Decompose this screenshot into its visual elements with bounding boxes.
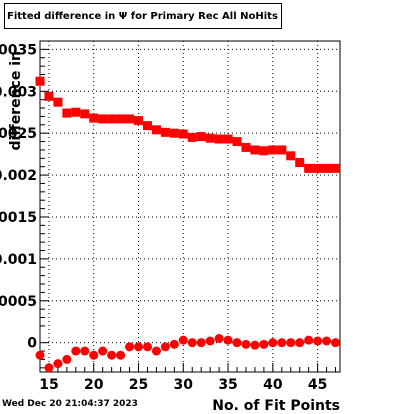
circle-marker: [178, 335, 188, 345]
square-marker: [187, 132, 197, 142]
square-marker: [277, 145, 287, 155]
circle-marker: [286, 338, 296, 348]
square-marker: [169, 128, 179, 138]
square-marker: [35, 76, 45, 86]
plot-frame: [39, 40, 341, 373]
circle-marker: [116, 350, 126, 360]
square-marker: [259, 146, 269, 156]
square-marker: [160, 127, 170, 137]
square-marker: [268, 145, 278, 155]
square-marker: [89, 113, 99, 123]
square-marker: [223, 134, 233, 144]
square-marker: [295, 158, 305, 168]
circle-marker: [250, 340, 260, 350]
circle-marker: [214, 333, 224, 343]
square-marker: [107, 114, 117, 124]
circle-marker: [295, 338, 305, 348]
x-tick-label: 40: [263, 377, 283, 393]
circle-marker: [259, 339, 269, 349]
x-tick-label: 45: [308, 377, 327, 393]
axis-ticks: [39, 48, 337, 372]
circle-marker: [322, 336, 332, 346]
y-axis-title: difference in: [8, 51, 24, 150]
square-marker: [250, 145, 260, 155]
x-axis-title: No. of Fit Points: [212, 398, 340, 414]
square-marker: [178, 129, 188, 139]
circle-marker: [107, 350, 117, 360]
x-tick-label: 30: [174, 377, 194, 393]
circle-marker: [151, 346, 161, 356]
square-marker: [304, 163, 314, 173]
y-tick-label: 0.002: [0, 168, 37, 184]
square-marker: [232, 137, 242, 147]
circle-marker: [98, 346, 108, 356]
circle-marker: [35, 350, 45, 360]
square-marker: [134, 116, 144, 126]
circle-marker: [232, 338, 242, 348]
x-tick-label: 25: [129, 377, 148, 393]
x-tick-label: 35: [218, 377, 237, 393]
circle-marker: [304, 335, 314, 345]
circle-marker: [277, 338, 287, 348]
circle-marker: [205, 336, 215, 346]
y-tick-label: 0.001: [0, 252, 37, 268]
circle-marker: [187, 338, 197, 348]
title-box: Fitted difference in Ψ for Primary Rec A…: [4, 3, 282, 29]
tick-labels: 15 20 25 30 35 40 45 0 0.0005 0.001 0.0015 0.002 0.0…: [0, 42, 327, 393]
square-marker: [205, 133, 215, 143]
y-tick-label: 0.0005: [0, 294, 37, 310]
circle-marker: [142, 342, 152, 352]
square-marker: [313, 163, 323, 173]
y-tick-label: 0.003: [0, 84, 37, 100]
square-marker: [125, 114, 135, 124]
square-marker: [196, 132, 206, 142]
chart-title: Fitted difference in Ψ for Primary Rec A…: [7, 11, 278, 22]
x-tick-label: 15: [39, 377, 58, 393]
circle-marker: [196, 338, 206, 348]
circle-marker: [313, 336, 323, 346]
y-tick-label: 0.0015: [0, 210, 37, 226]
square-marker: [214, 134, 224, 144]
data-markers: [35, 76, 341, 373]
circle-marker: [125, 342, 135, 352]
square-marker: [98, 114, 108, 124]
square-marker: [241, 142, 251, 152]
circle-marker: [223, 335, 233, 345]
circle-marker: [331, 338, 341, 348]
square-marker: [151, 125, 161, 135]
square-marker: [331, 163, 341, 173]
square-marker: [116, 114, 126, 124]
y-tick-label: 0.0025: [0, 126, 37, 142]
circle-marker: [134, 342, 144, 352]
circle-marker: [71, 346, 81, 356]
circle-marker: [268, 338, 278, 348]
square-marker: [71, 107, 81, 117]
timestamp: Wed Dec 20 21:04:37 2023: [2, 399, 138, 409]
square-marker: [142, 121, 152, 131]
circle-marker: [53, 359, 63, 369]
square-marker: [44, 91, 54, 101]
circle-marker: [62, 354, 72, 364]
square-marker: [62, 108, 72, 118]
circle-marker: [89, 350, 99, 360]
x-tick-label: 20: [84, 377, 104, 393]
square-marker: [80, 109, 90, 119]
circle-marker: [44, 363, 54, 373]
square-marker: [322, 163, 332, 173]
square-marker: [53, 97, 63, 107]
circle-marker: [241, 339, 251, 349]
square-marker: [286, 151, 296, 161]
circle-marker: [160, 342, 170, 352]
y-tick-label: 0.0035: [0, 42, 37, 58]
circle-marker: [80, 346, 90, 356]
circle-marker: [169, 339, 179, 349]
y-tick-label: 0: [27, 336, 37, 352]
